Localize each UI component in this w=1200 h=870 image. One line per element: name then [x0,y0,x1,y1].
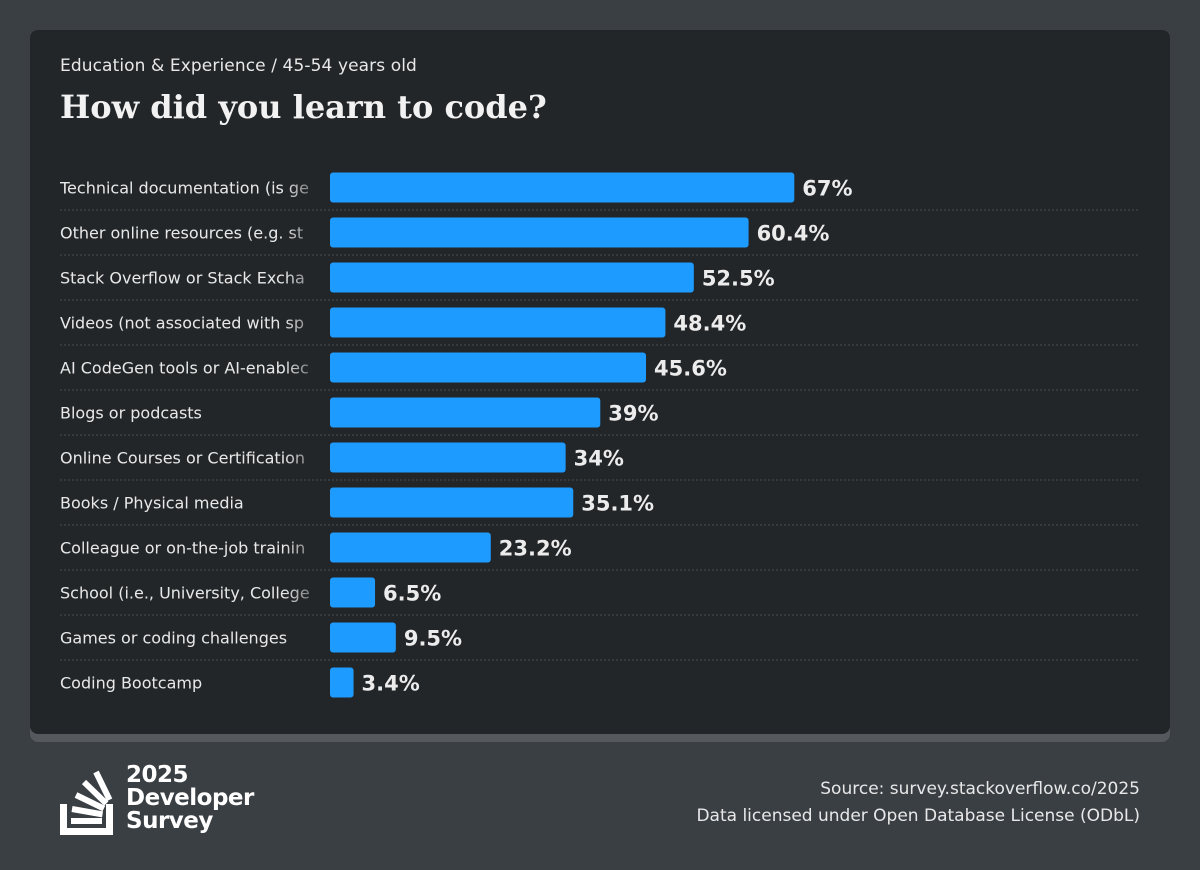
bar [330,577,376,608]
survey-logo: 2025 Developer Survey [58,764,258,840]
value-label: 35.1% [581,492,654,516]
value-label: 9.5% [404,627,462,651]
chart-title: How did you learn to code? [60,88,547,126]
category-label: AI CodeGen tools or AI-enablec [60,359,309,378]
bar-chart: Technical documentation (is ge 67% Other o… [59,172,1140,698]
category-label: Stack Overflow or Stack Excha [60,269,305,288]
bar [330,487,574,518]
value-label: 60.4% [757,222,830,246]
bar [330,622,396,653]
license-line: Data licensed under Open Database Licens… [696,806,1140,826]
bar [330,217,749,248]
logo-year: 2025 [126,762,189,788]
category-label: Online Courses or Certification [60,449,305,468]
bar [330,172,795,203]
value-label: 39% [608,402,658,426]
bar [330,397,601,428]
bar [330,262,694,293]
category-label: Games or coding challenges [60,629,287,648]
bar [330,667,354,698]
category-label: Other online resources (e.g. st [60,224,303,243]
category-label: School (i.e., University, College [60,584,310,603]
bar [330,532,491,563]
stack-overflow-icon [60,770,113,835]
value-label: 52.5% [702,267,775,291]
value-label: 3.4% [362,672,420,696]
category-label: Videos (not associated with sp [60,314,304,333]
value-label: 6.5% [383,582,441,606]
source-line: Source: survey.stackoverflow.co/2025 [820,779,1140,799]
value-label: 45.6% [654,357,727,381]
category-label: Books / Physical media [60,494,244,513]
value-label: 34% [574,447,624,471]
logo-developer: Developer [126,785,254,811]
chart-subtitle: Education & Experience / 45-54 years old [60,56,417,76]
bar [330,307,666,338]
value-label: 67% [802,177,852,201]
chart-card: Education & Experience / 45-54 years old… [30,30,1170,734]
category-label: Technical documentation (is ge [59,179,309,198]
category-label: Coding Bootcamp [60,674,202,693]
value-label: 23.2% [499,537,572,561]
logo-survey: Survey [126,808,213,834]
source-note: Source: survey.stackoverflow.co/2025 Dat… [696,776,1140,830]
bar [330,352,647,383]
value-label: 48.4% [673,312,746,336]
category-label: Colleague or on-the-job trainin [60,539,305,558]
category-label: Blogs or podcasts [60,404,202,423]
bar [330,442,566,473]
